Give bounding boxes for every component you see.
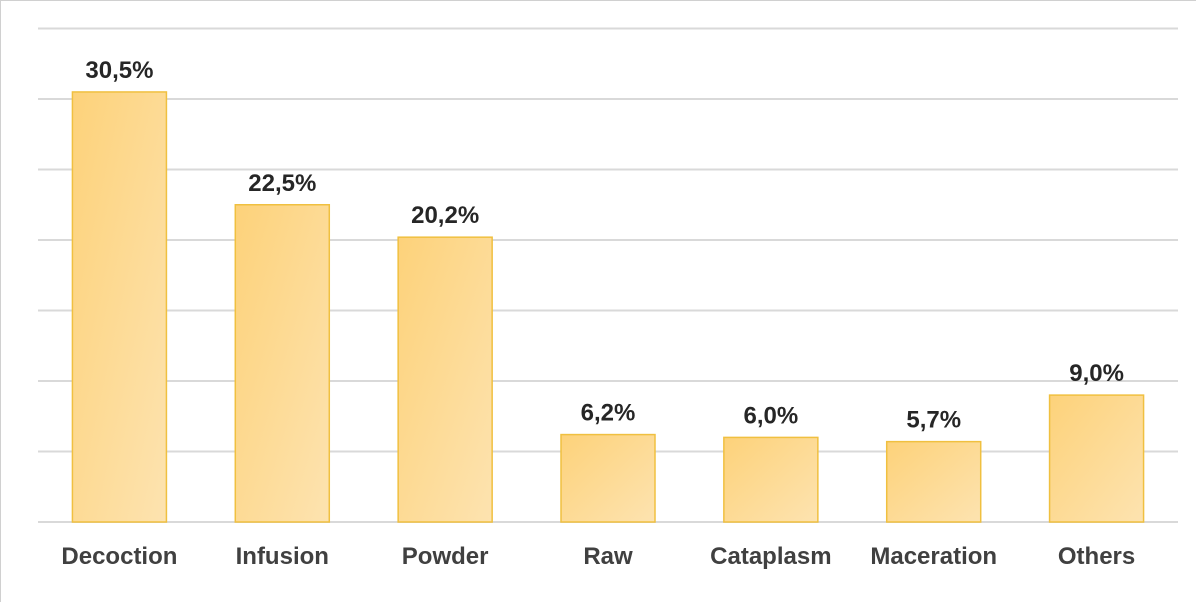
bar-decoction — [71, 91, 168, 523]
bar-others — [1048, 394, 1145, 523]
data-label-maceration: 5,7% — [906, 407, 961, 434]
data-label-others: 9,0% — [1069, 360, 1124, 387]
data-label-raw: 6,2% — [581, 400, 636, 427]
tick-label-cataplasm: Cataplasm — [710, 543, 831, 570]
bar-infusion — [234, 204, 331, 523]
x-axis-tick-labels: Decoction Infusion Powder Raw Cataplasm Macer… — [61, 543, 1135, 570]
tick-label-others: Others — [1058, 543, 1135, 570]
bar-powder — [397, 236, 493, 523]
tick-label-maceration: Maceration — [870, 543, 997, 570]
data-label-cataplasm: 6,0% — [744, 402, 799, 429]
tick-label-powder: Powder — [402, 543, 489, 570]
bars — [71, 91, 1145, 523]
data-label-infusion: 22,5% — [248, 170, 316, 197]
data-label-decoction: 30,5% — [85, 57, 153, 84]
tick-label-raw: Raw — [583, 543, 633, 570]
bar-cataplasm — [723, 436, 819, 523]
tick-label-infusion: Infusion — [236, 543, 329, 570]
tick-label-decoction: Decoction — [61, 543, 177, 570]
data-label-powder: 20,2% — [411, 202, 479, 229]
bar-raw — [560, 433, 656, 523]
bar-maceration — [885, 440, 982, 523]
data-labels: 30,5% 22,5% 20,2% 6,2% 6,0% 5,7% 9,0% — [85, 57, 1124, 434]
